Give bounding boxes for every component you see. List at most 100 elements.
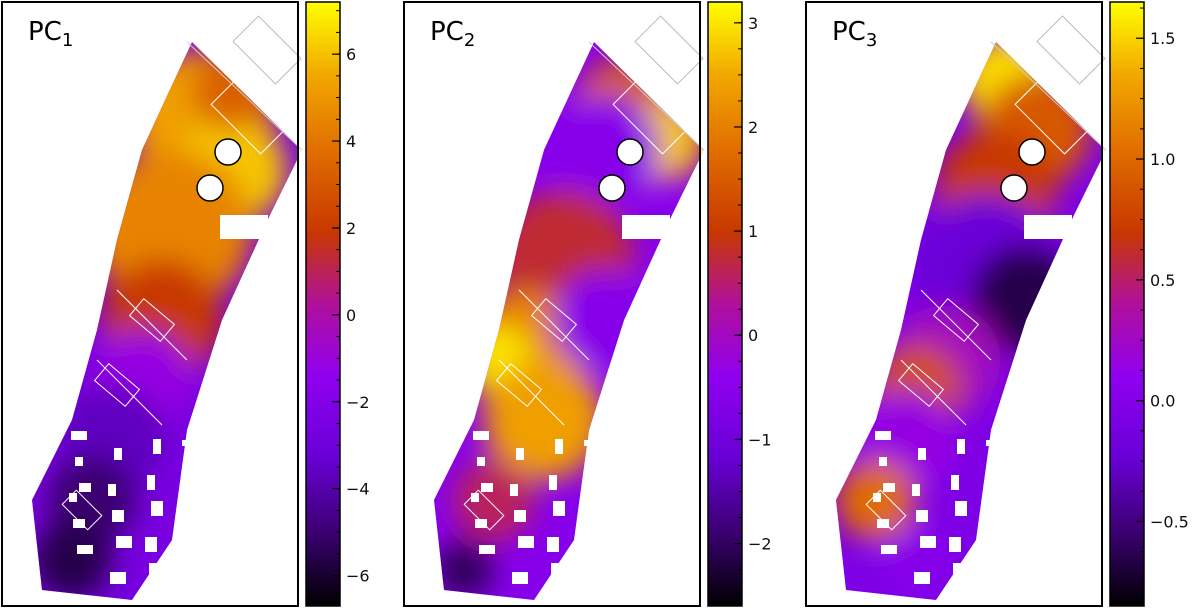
masked-pixel bbox=[549, 475, 557, 490]
star-mask bbox=[1018, 138, 1046, 166]
star-mask bbox=[214, 138, 242, 166]
masked-pixel bbox=[551, 563, 567, 578]
masked-pixel bbox=[188, 554, 204, 560]
masked-pixel bbox=[444, 430, 452, 436]
masked-pixel bbox=[42, 430, 50, 436]
colorbar-tick-label: −1 bbox=[748, 430, 772, 449]
masked-pixel bbox=[516, 448, 524, 460]
map-region bbox=[454, 460, 534, 540]
colorbar-tick-label: −6 bbox=[346, 567, 370, 586]
panel-title-subscript: 3 bbox=[866, 30, 877, 51]
masked-pixel bbox=[510, 484, 518, 496]
masked-pixel bbox=[110, 572, 126, 584]
panel-1: PC1 6 4 2 0 −2 −4 −6 bbox=[1, 1, 370, 607]
masked-pixel bbox=[69, 493, 77, 502]
masked-pixel bbox=[955, 501, 967, 516]
slit-line bbox=[186, 41, 303, 151]
map-region bbox=[32, 520, 112, 600]
masked-pixel bbox=[584, 440, 600, 446]
masked-pixel bbox=[912, 484, 920, 496]
masked-pixel bbox=[586, 528, 598, 534]
masked-pixel bbox=[79, 483, 91, 492]
slit-box bbox=[932, 298, 980, 342]
colorbar-tick-label: −2 bbox=[748, 535, 772, 554]
masked-pixel bbox=[873, 493, 881, 502]
masked-pixel bbox=[512, 572, 528, 584]
slit-box bbox=[612, 75, 692, 155]
masked-region bbox=[622, 215, 670, 239]
masked-pixel bbox=[914, 572, 930, 584]
slit-box bbox=[61, 489, 103, 531]
colorbar-tick-label: 0 bbox=[748, 326, 758, 345]
colorbar-tick-label: 1.5 bbox=[1150, 29, 1175, 48]
star-mask bbox=[616, 138, 644, 166]
slit-outlines bbox=[865, 15, 1107, 531]
masked-pixel bbox=[153, 439, 161, 454]
masked-pixel bbox=[883, 483, 895, 492]
masked-pixel bbox=[920, 536, 936, 548]
slit-box bbox=[1036, 15, 1106, 85]
masked-pixel bbox=[555, 439, 563, 454]
slit-box bbox=[634, 15, 704, 85]
colorbar bbox=[305, 1, 341, 607]
masked-pixel bbox=[75, 457, 83, 466]
panel-frame bbox=[805, 1, 1103, 607]
map-region bbox=[434, 540, 494, 600]
masked-pixel bbox=[112, 510, 124, 522]
panel-frame bbox=[1, 1, 299, 607]
masked-pixel bbox=[553, 501, 565, 516]
slit-line bbox=[588, 41, 705, 151]
masked-pixel bbox=[990, 466, 998, 472]
masked-pixel bbox=[992, 554, 1008, 560]
masked-pixel bbox=[514, 510, 526, 522]
map-intensity bbox=[434, 60, 704, 600]
masked-pixel bbox=[149, 563, 165, 578]
masked-pixel bbox=[479, 545, 495, 554]
masked-pixel bbox=[949, 537, 961, 552]
colorbar bbox=[1109, 1, 1145, 607]
slit-box bbox=[530, 298, 578, 342]
slit-box bbox=[865, 489, 907, 531]
masked-pixel bbox=[108, 484, 116, 496]
masked-pixel bbox=[592, 492, 604, 498]
masked-pixels bbox=[444, 430, 606, 584]
panel-title-subscript: 2 bbox=[464, 30, 475, 51]
panel-title: PC2 bbox=[430, 17, 475, 51]
masked-pixel bbox=[547, 537, 559, 552]
masked-pixel bbox=[116, 536, 132, 548]
masked-pixel bbox=[918, 448, 926, 460]
masked-pixels bbox=[846, 430, 1008, 584]
slit-box bbox=[897, 363, 945, 407]
colorbar-tick-label: 1.0 bbox=[1150, 150, 1175, 169]
colorbar-tick-label: 2 bbox=[748, 118, 758, 137]
masked-pixel bbox=[953, 563, 969, 578]
map-region bbox=[484, 360, 604, 480]
masked-pixel bbox=[986, 440, 1002, 446]
slit-box bbox=[210, 75, 290, 155]
colorbar-tick-label: 2 bbox=[346, 219, 356, 238]
colorbar bbox=[707, 1, 743, 607]
colorbar-tick-label: 4 bbox=[346, 132, 356, 151]
masked-pixel bbox=[481, 483, 493, 492]
slit-line bbox=[990, 41, 1107, 151]
masked-pixel bbox=[71, 431, 87, 440]
masked-pixel bbox=[147, 475, 155, 490]
slit-box bbox=[495, 363, 543, 407]
colorbar-tick-label: −2 bbox=[346, 393, 370, 412]
panel-2: PC2 3 2 1 0 −1 −2 bbox=[403, 1, 772, 607]
masked-pixel bbox=[588, 466, 596, 472]
colorbar-tick-label: −0.5 bbox=[1150, 512, 1189, 531]
masked-pixel bbox=[957, 439, 965, 454]
masked-pixel bbox=[475, 519, 487, 528]
masked-pixel bbox=[151, 501, 163, 516]
colorbar-tick-label: 0.0 bbox=[1150, 392, 1175, 411]
pc-map bbox=[836, 42, 1102, 600]
masked-pixel bbox=[518, 536, 534, 548]
map-region bbox=[554, 270, 654, 370]
colorbar-tick-label: 6 bbox=[346, 45, 356, 64]
map-region bbox=[881, 525, 951, 595]
masked-pixel bbox=[145, 537, 157, 552]
slit-line bbox=[116, 289, 188, 361]
panel-3: PC3 1.5 1.0 0.5 0.0 −0.5 bbox=[805, 1, 1189, 607]
